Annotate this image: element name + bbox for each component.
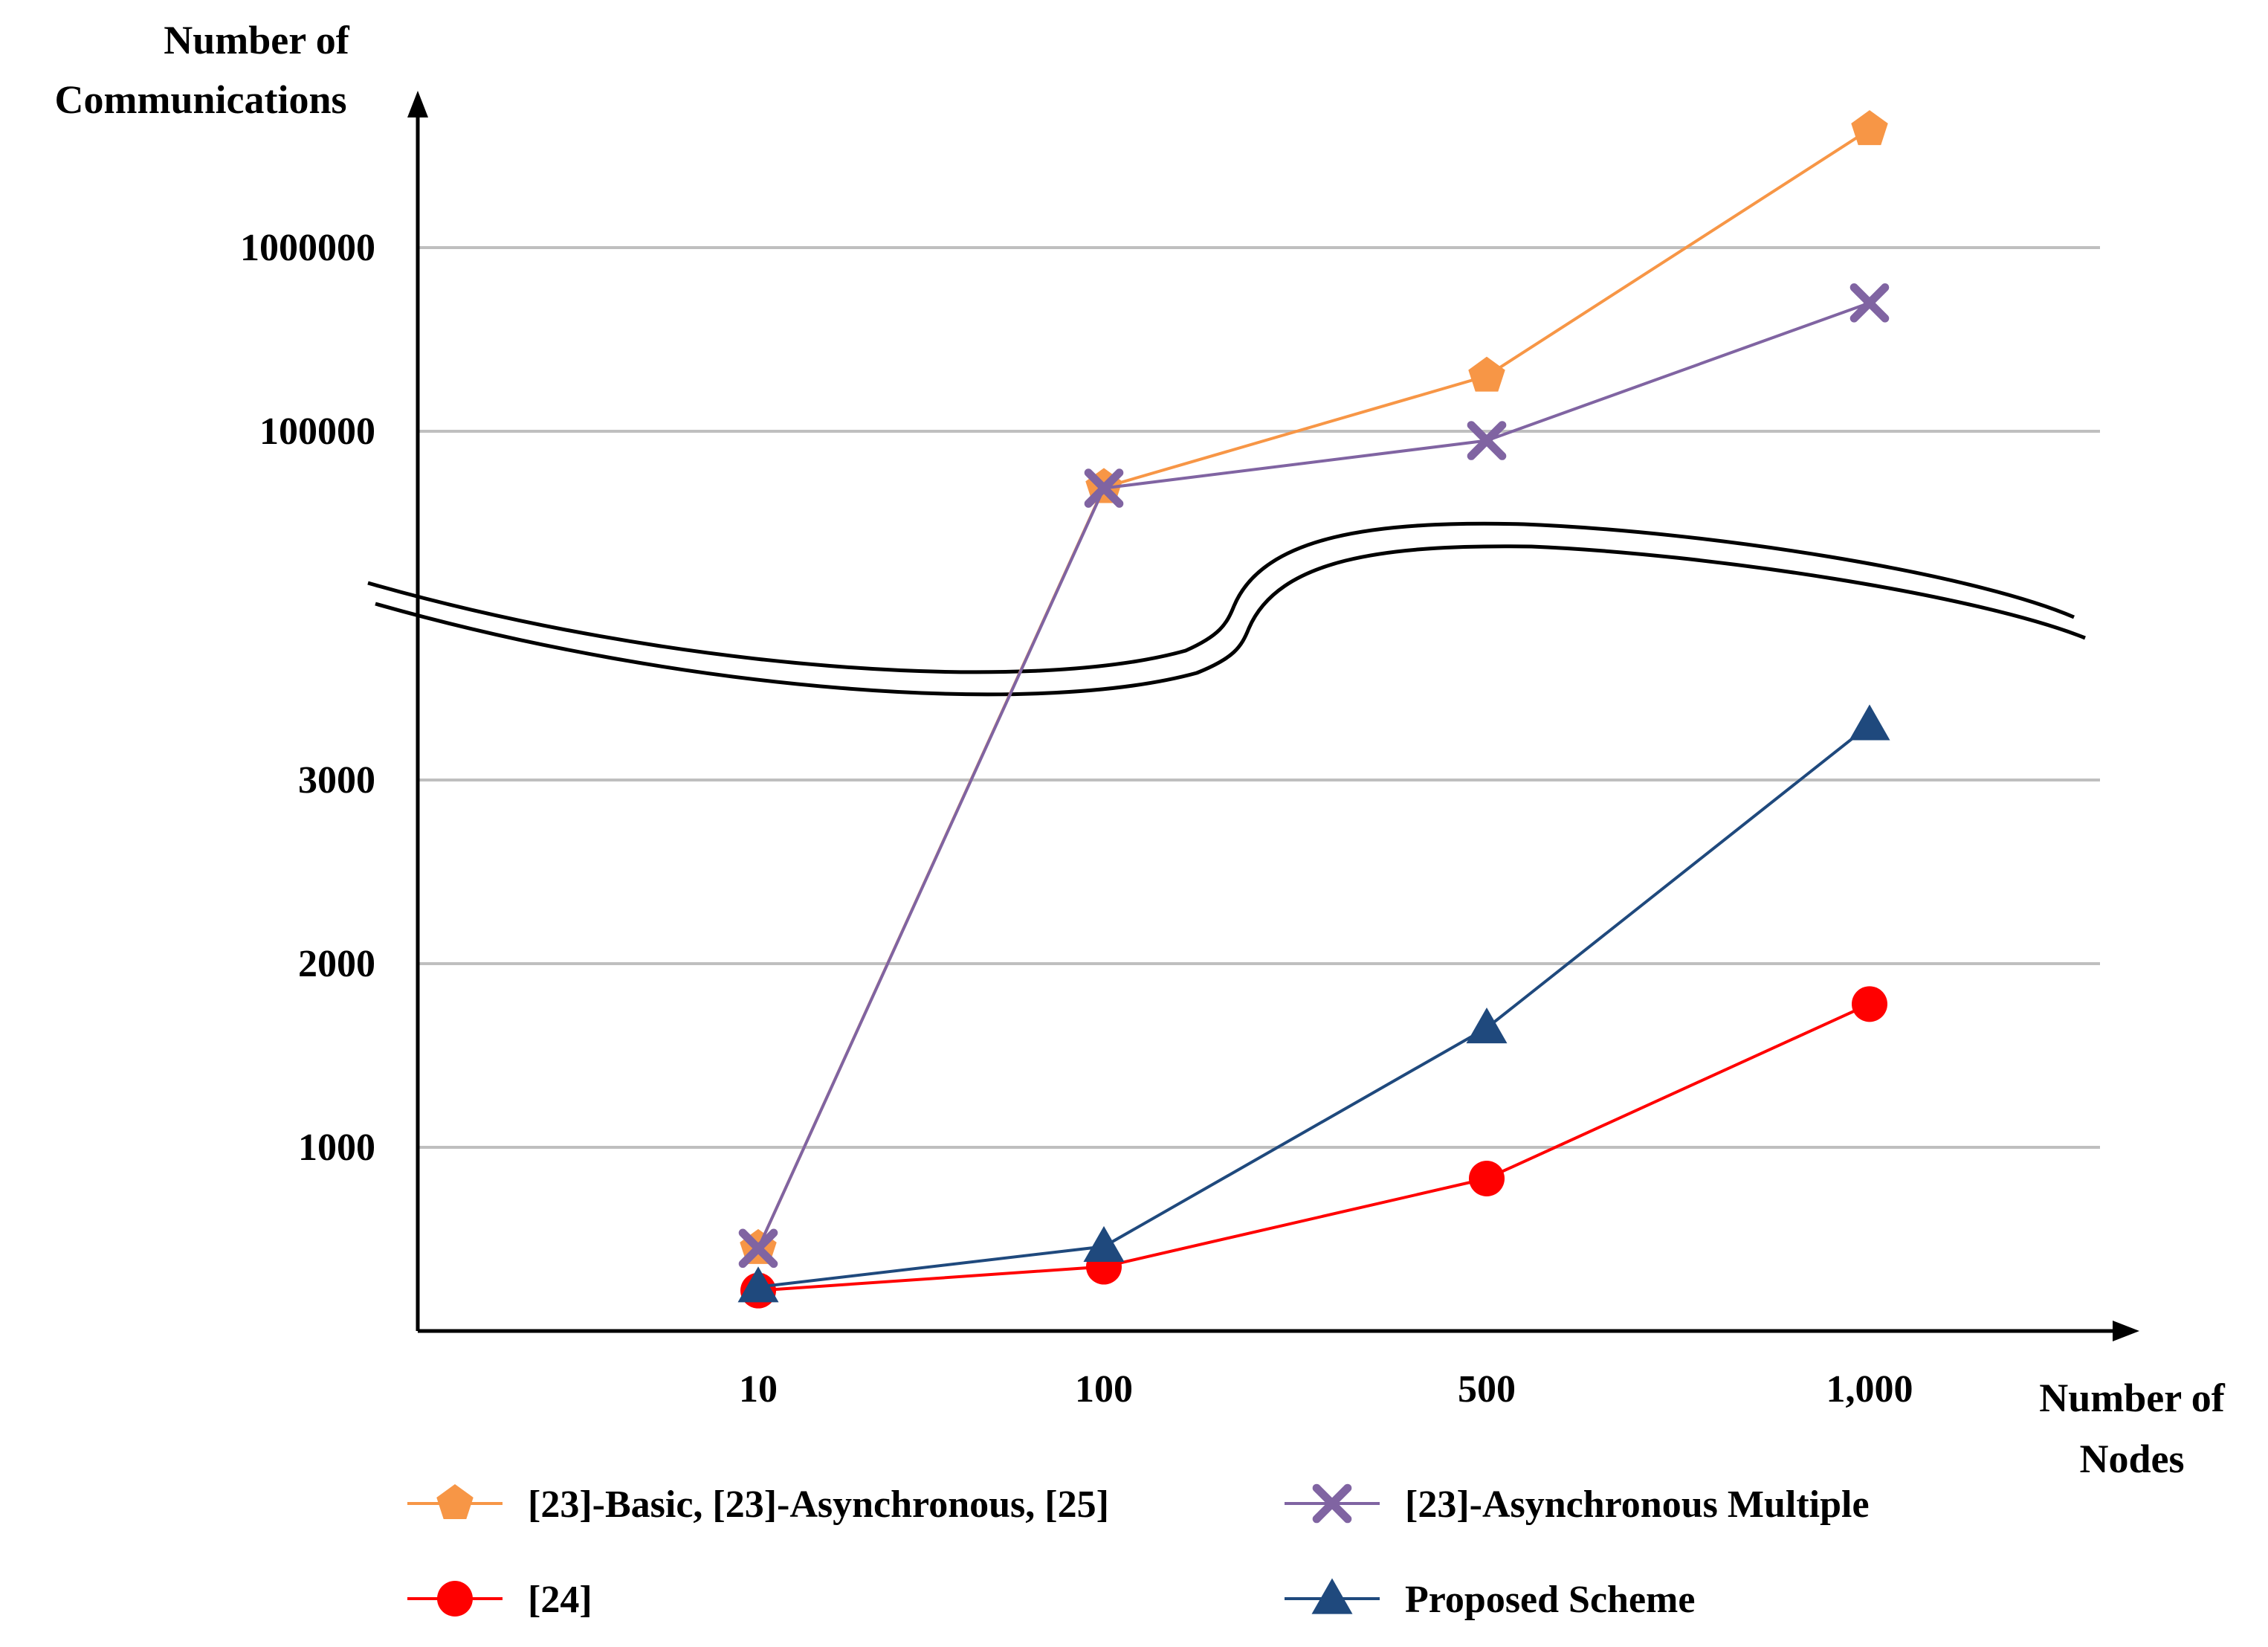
data-point [1469, 1160, 1505, 1196]
x-tick-label: 10 [739, 1368, 778, 1411]
y-axis-arrow [407, 91, 428, 117]
x-tick-label: 1,000 [1826, 1368, 1913, 1411]
series-layer [737, 110, 1890, 1309]
y-tick-label: 3000 [298, 759, 375, 802]
y-tick-label: 1000000 [240, 227, 375, 269]
data-point [1849, 704, 1890, 741]
legend-item: Proposed Scheme [1285, 1578, 1695, 1621]
series-1 [738, 283, 1890, 1269]
data-point [1468, 356, 1505, 392]
x-tick-labels: 10 100 500 1,000 [739, 1368, 1913, 1411]
series-line [757, 1002, 1870, 1292]
legend-marker [437, 1581, 473, 1617]
data-point [1851, 110, 1888, 146]
data-point [737, 1266, 779, 1303]
x-axis-label-line2: Nodes [2079, 1437, 2184, 1481]
y-tick-label: 2000 [298, 943, 375, 985]
data-point [1467, 421, 1507, 460]
legend: [23]-Basic, [23]-Asynchronous, [25] [23]-… [407, 1483, 1870, 1621]
series-0 [740, 110, 1888, 1264]
legend-label: [23]-Basic, [23]-Asynchronous, [25] [528, 1483, 1109, 1526]
y-axis-label-line1: Number of [164, 18, 350, 62]
x-tick-label: 500 [1458, 1368, 1516, 1411]
y-tick-label: 1000 [298, 1127, 375, 1169]
x-tick-label: 100 [1075, 1368, 1133, 1411]
series-3 [737, 704, 1890, 1303]
legend-marker [1311, 1578, 1353, 1614]
legend-marker [1312, 1483, 1352, 1524]
legend-item: [23]-Basic, [23]-Asynchronous, [25] [407, 1483, 1109, 1526]
data-point [1083, 1225, 1125, 1263]
legend-marker [436, 1484, 474, 1520]
data-point [1849, 283, 1890, 323]
y-axis-label-line2: Communications [54, 77, 346, 122]
axis-break [367, 521, 2086, 697]
y-tick-labels: 1000 2000 3000 100000 1000000 [240, 227, 375, 1169]
series-line [757, 301, 1870, 1249]
y-tick-label: 100000 [259, 410, 375, 453]
legend-label: [23]-Asynchronous Multiple [1405, 1483, 1870, 1526]
data-point [1466, 1007, 1508, 1044]
legend-item: [24] [407, 1579, 592, 1621]
data-point [1852, 986, 1887, 1022]
series-line [757, 723, 1871, 1289]
legend-item: [23]-Asynchronous Multiple [1285, 1483, 1870, 1526]
x-axis-arrow [2113, 1321, 2139, 1341]
axes [407, 91, 2139, 1341]
legend-label: Proposed Scheme [1405, 1579, 1695, 1621]
legend-label: [24] [528, 1579, 592, 1621]
data-point [1084, 468, 1124, 508]
grid-lines [418, 246, 2100, 1149]
data-point [738, 1228, 778, 1269]
x-axis-label-line1: Number of [2039, 1376, 2226, 1420]
